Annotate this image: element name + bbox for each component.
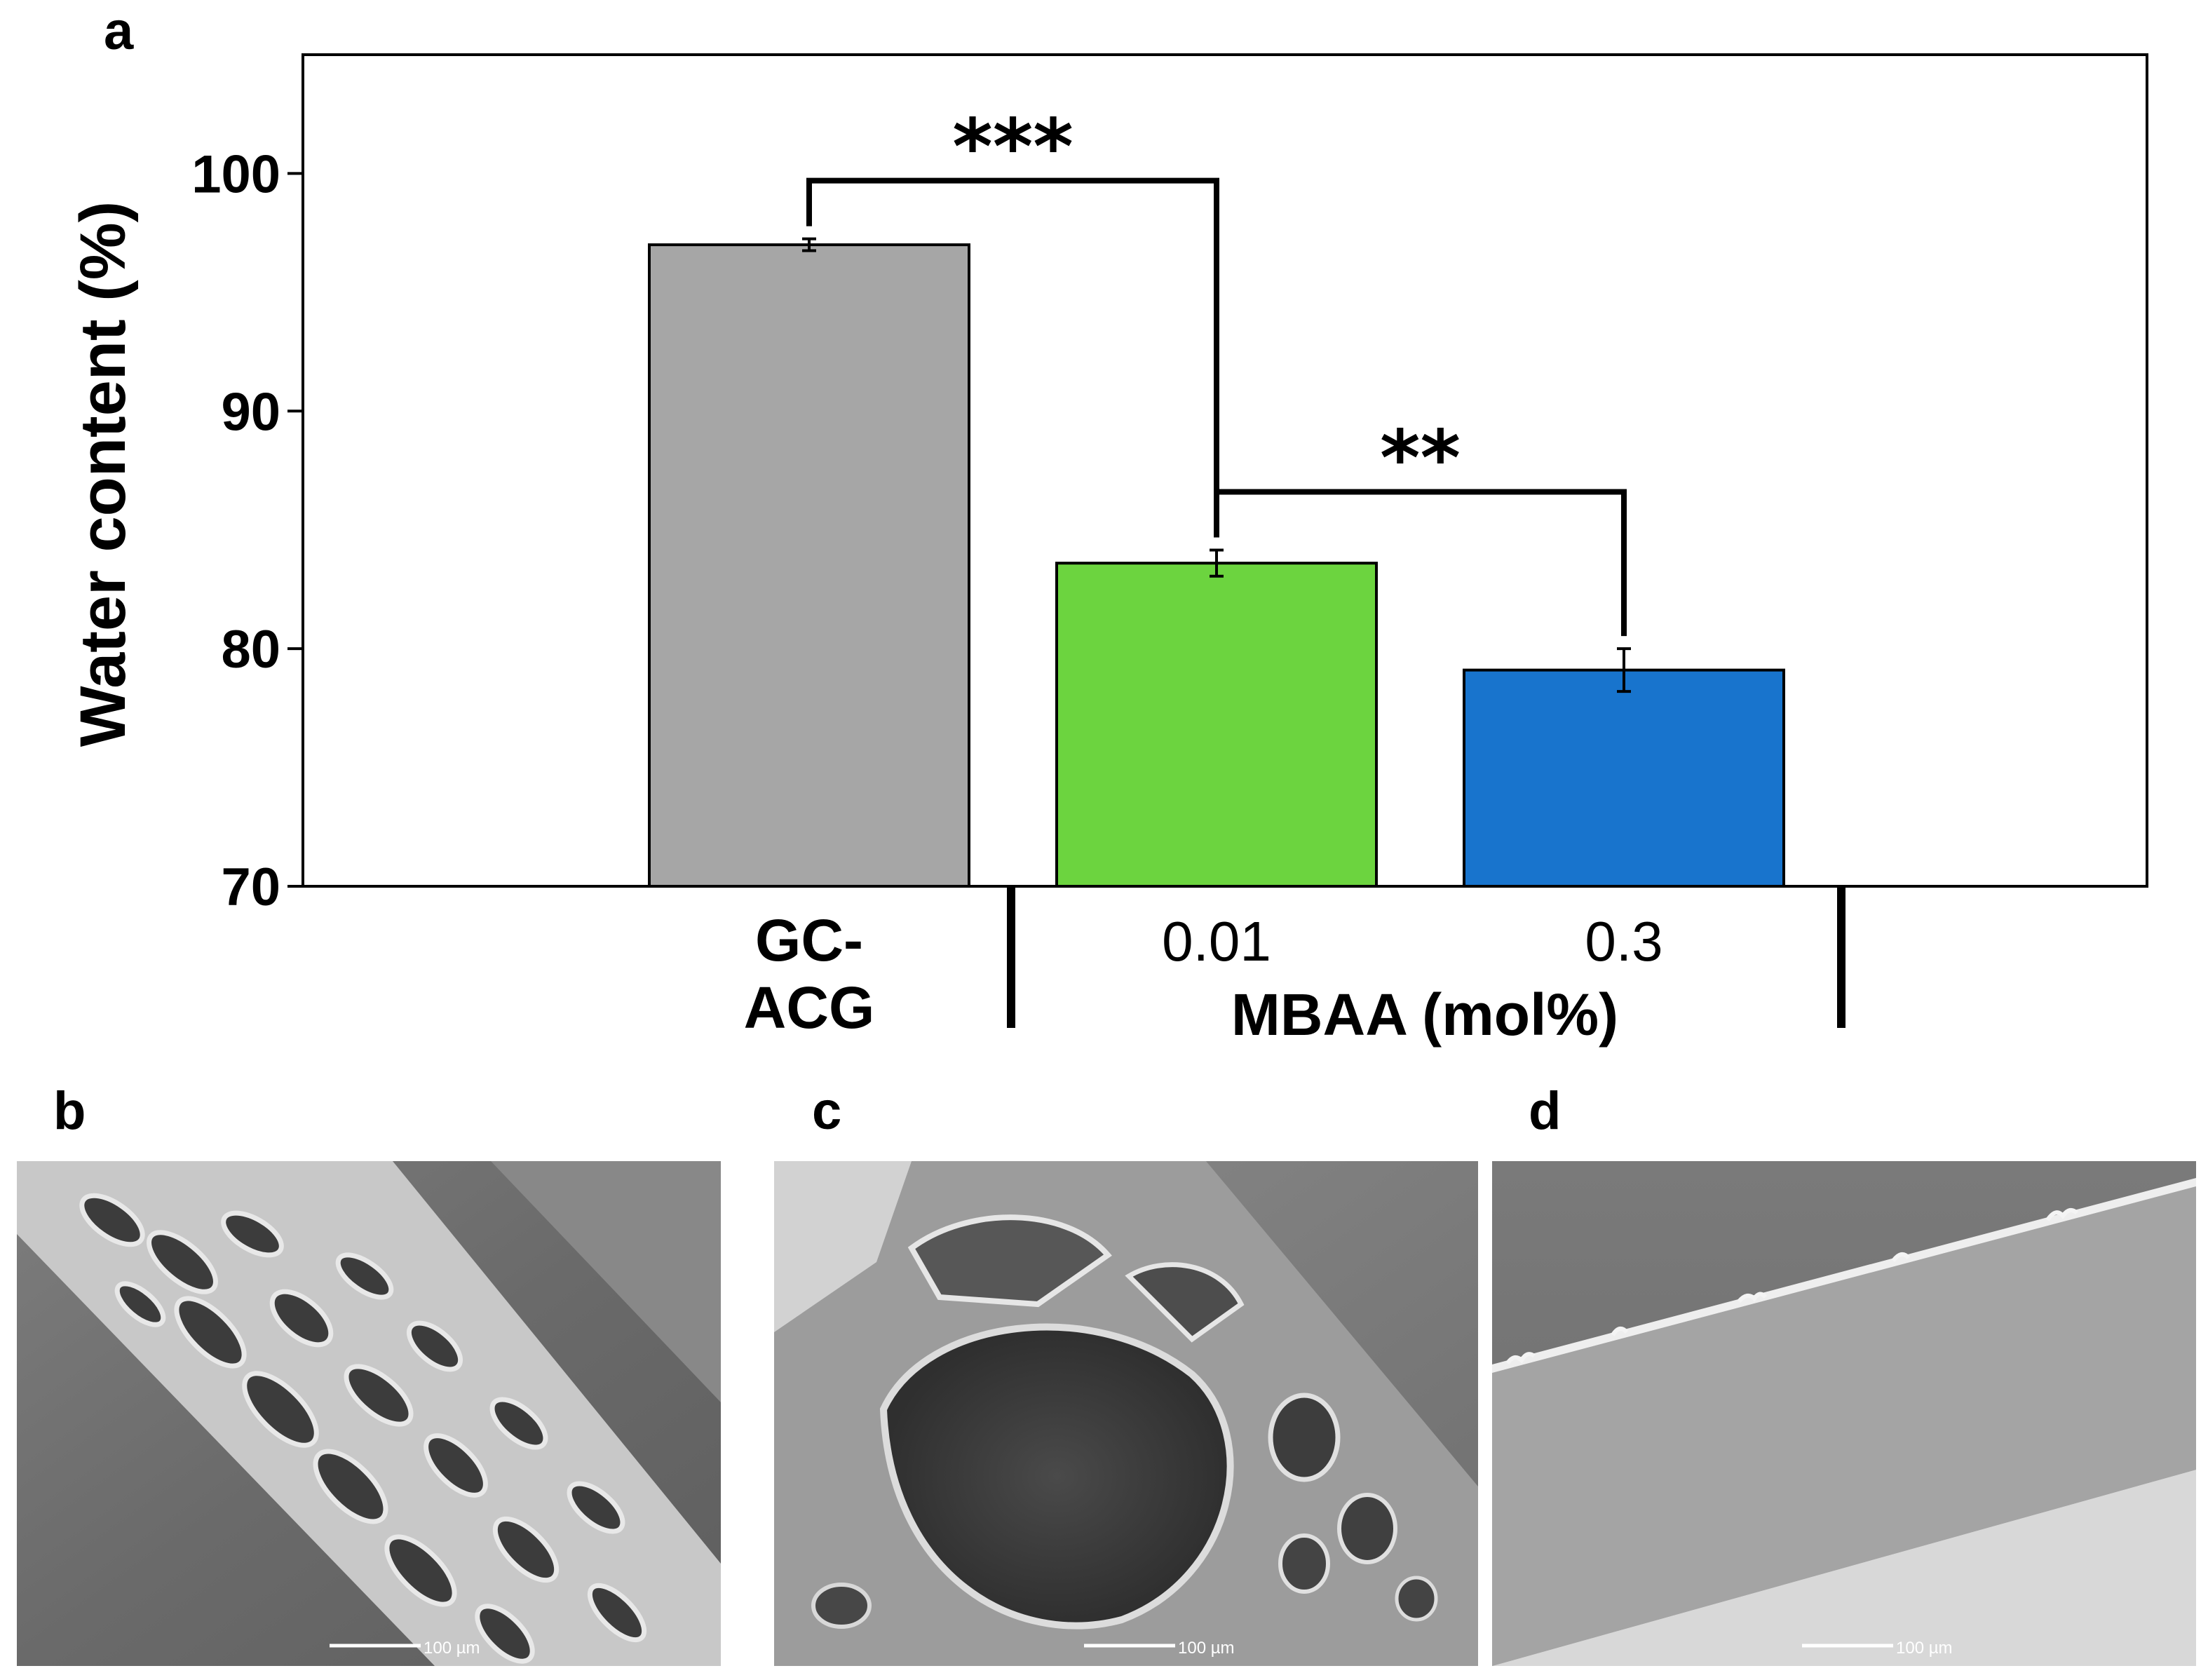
x-tick-label: ACG [744,975,875,1041]
scale-bar-label-c: 100 µm [1178,1639,1235,1658]
y-axis: 70 80 90 100 [191,144,303,917]
sem-panel-b: b [17,1081,721,1666]
large-pore-icon [774,1161,1478,1666]
sem-panel-d: d 100 µm [1492,1081,2196,1666]
x-axis-label: MBAA (mol%) [1231,982,1618,1048]
scale-bar-label-d: 100 µm [1896,1639,1953,1658]
significance-label-1: *** [952,102,1073,192]
x-axis: GC-ACG 0.01 0.3 [744,907,1663,1041]
bar-2 [1055,562,1378,888]
y-tick-label: 80 [221,620,280,679]
x-tick-label: 0.01 [1162,910,1271,973]
y-tick-label: 90 [221,382,280,442]
scale-bar-label-b: 100 µm [424,1639,480,1658]
panel-label-a: a [104,1,134,61]
significance-label-2: ** [1380,413,1461,503]
y-axis-label: Water content (%) [67,201,139,747]
significance-bracket-2 [1214,489,1627,637]
bar-3 [1463,668,1785,888]
bar-1 [648,243,970,888]
significance-brackets: ***** [806,102,1627,637]
y-tick-label: 100 [191,144,280,204]
sem-panel-c: c 100 µm [774,1081,1478,1666]
panel-label-b: b [53,1081,86,1141]
significance-bracket-1 [806,177,1219,538]
panel-label-d: d [1529,1081,1561,1141]
porous-network-icon [17,1161,721,1666]
panel-label-c: c [812,1081,841,1141]
dense-film-icon [1492,1161,2196,1666]
bars [648,237,1785,888]
y-tick-label: 70 [221,858,280,917]
x-tick-label: 0.3 [1585,910,1662,973]
x-tick-label: GC- [755,907,863,973]
